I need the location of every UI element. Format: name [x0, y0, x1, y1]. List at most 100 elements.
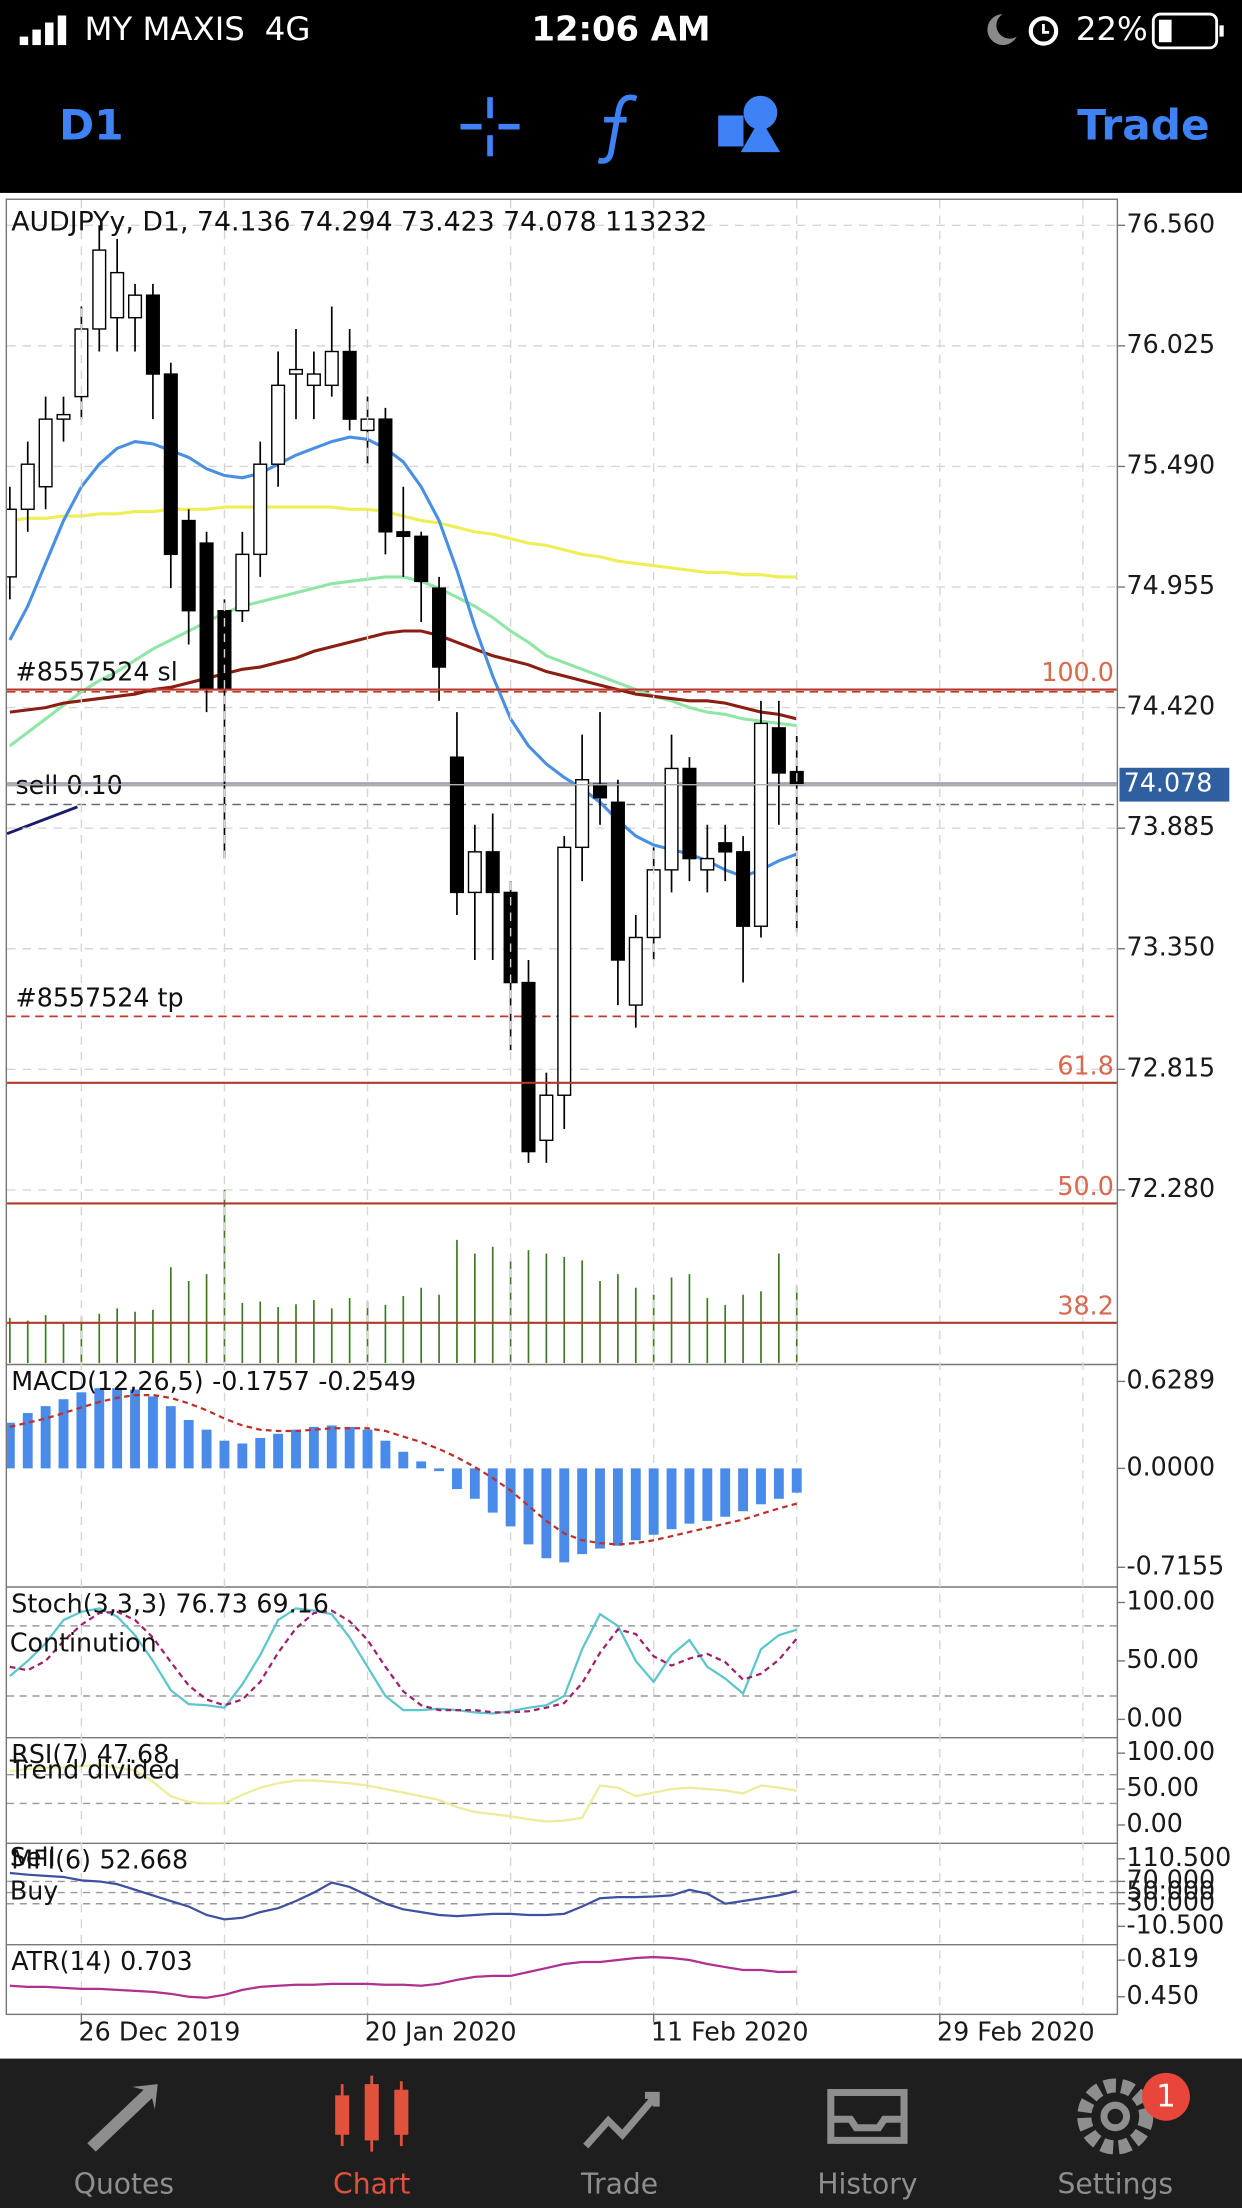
indicator-line [9, 1871, 798, 1921]
tab-label[interactable]: Chart [333, 2167, 410, 2200]
indicator-pane [9, 1955, 797, 1999]
y-tick-label: 73.350 [1127, 932, 1216, 962]
indicator-name: Stoch(3,3,3) [11, 1588, 167, 1618]
y-tick-label: 74.955 [1127, 570, 1216, 600]
histogram-bar [666, 1468, 677, 1530]
tabs: Quotes Chart Trade History Settings 1 [74, 2072, 1190, 2200]
y-tick-label: -10.500 [1127, 1909, 1225, 1939]
histogram-bar [577, 1468, 588, 1555]
y-tick-label: 0.819 [1127, 1943, 1200, 1973]
y-tick-label: 70.000 [1127, 1864, 1216, 1894]
indicator-pane [7, 1388, 802, 1563]
indicators-button[interactable] [597, 94, 638, 164]
tab-label[interactable]: Quotes [74, 2167, 174, 2200]
ohlc-open: 74.136 [197, 206, 291, 237]
trade-label: #8557524 tp [15, 982, 183, 1012]
histogram-bar [791, 1468, 802, 1493]
histogram-bar [22, 1413, 33, 1469]
indicator-line [9, 1393, 798, 1546]
timeframe-button[interactable]: D1 [59, 101, 123, 150]
fibo-label: 100.0 [1041, 657, 1114, 687]
crosshair-button[interactable] [460, 97, 520, 157]
candle-body [503, 891, 518, 984]
histogram-bar [112, 1388, 123, 1469]
indicator-value: -0.1757 [212, 1366, 310, 1396]
y-tick-label: -0.7155 [1127, 1550, 1225, 1580]
candle-body [235, 553, 250, 612]
candle-body [682, 767, 697, 860]
candle-body [163, 373, 178, 556]
indicator-value: 0.703 [120, 1946, 193, 1976]
histogram-bar [505, 1468, 516, 1527]
candle-body [56, 413, 71, 420]
histogram-bar [416, 1461, 427, 1469]
trade-button[interactable]: Trade [1077, 101, 1209, 150]
ohlc-high: 74.294 [299, 206, 393, 237]
candle-body [145, 294, 160, 375]
moon-icon [987, 14, 1017, 46]
indicator-pane [7, 1871, 1117, 1921]
candle-body [414, 535, 429, 583]
candle-body [38, 418, 53, 488]
histogram-bar [76, 1392, 87, 1469]
candle-body [324, 350, 339, 387]
y-tick-label: 100.00 [1127, 1585, 1216, 1615]
x-tick-label: 20 Jan 2020 [365, 2016, 517, 2046]
indicator-line [9, 1607, 798, 1715]
candle-body [271, 384, 286, 465]
candle-body [485, 851, 500, 894]
histogram-bar [559, 1468, 570, 1563]
axes: 76.560 76.025 75.490 74.955 74.420 73.885 73.3… [7, 206, 1231, 2046]
tab-label[interactable]: History [817, 2167, 917, 2200]
trade-label: #8557524 sl [15, 657, 177, 687]
indicator-line [9, 1955, 797, 1999]
candle-body [736, 851, 751, 927]
candle-body [628, 936, 643, 1006]
histogram-bar [40, 1406, 51, 1469]
y-tick-label: 0.00 [1127, 1808, 1183, 1838]
trade-icon [583, 2091, 660, 2149]
indicator-value: 47.68 [97, 1739, 170, 1769]
tab-label[interactable]: Settings [1058, 2167, 1174, 2200]
candle-body [7, 508, 17, 578]
tab-label[interactable]: Trade [580, 2167, 658, 2200]
histogram-bar [684, 1468, 695, 1524]
indicator-name: RSI(7) [11, 1739, 88, 1769]
indicator-line [9, 1609, 798, 1714]
fibo-label: 50.0 [1057, 1171, 1113, 1201]
indicator-value: 52.668 [99, 1845, 188, 1875]
objects-button[interactable] [718, 95, 781, 153]
candle-body [718, 842, 733, 853]
badge-label: 1 [1156, 2079, 1176, 2115]
y-tick-label: 72.280 [1127, 1173, 1216, 1203]
candle-body [396, 531, 411, 538]
histogram-bar [147, 1396, 158, 1469]
indicator-panes [7, 199, 1117, 2014]
histogram-bar [595, 1468, 605, 1549]
y-tick-label: 0.0000 [1127, 1451, 1216, 1481]
histogram-bar [541, 1468, 552, 1559]
chart-area [0, 192, 1242, 2059]
current-price-label: 74.078 [1124, 768, 1213, 798]
y-tick-label: 0.6289 [1127, 1364, 1216, 1394]
histogram-bar [469, 1468, 480, 1499]
indicator-pane [7, 1607, 1117, 1715]
candle-body [92, 249, 107, 330]
histogram-bar [648, 1468, 659, 1535]
moving-average [9, 629, 798, 721]
y-tick-label: 50.00 [1127, 1644, 1200, 1674]
candle-body [700, 857, 715, 871]
chart-icon [335, 2075, 409, 2152]
histogram-bar [523, 1468, 534, 1545]
y-tick-label: 100.00 [1127, 1736, 1216, 1766]
histogram-bar [773, 1468, 784, 1499]
candle-body [557, 846, 572, 1096]
symbol: AUDJPYy, D1, [11, 206, 188, 237]
indicator-line [9, 1763, 797, 1823]
histogram-bar [273, 1433, 284, 1469]
candle-body [128, 294, 143, 319]
indicator-title: Stoch(3,3,3) 76.73 69.16 [11, 1588, 329, 1618]
candle-body [521, 981, 536, 1153]
histogram-bar [130, 1389, 140, 1469]
